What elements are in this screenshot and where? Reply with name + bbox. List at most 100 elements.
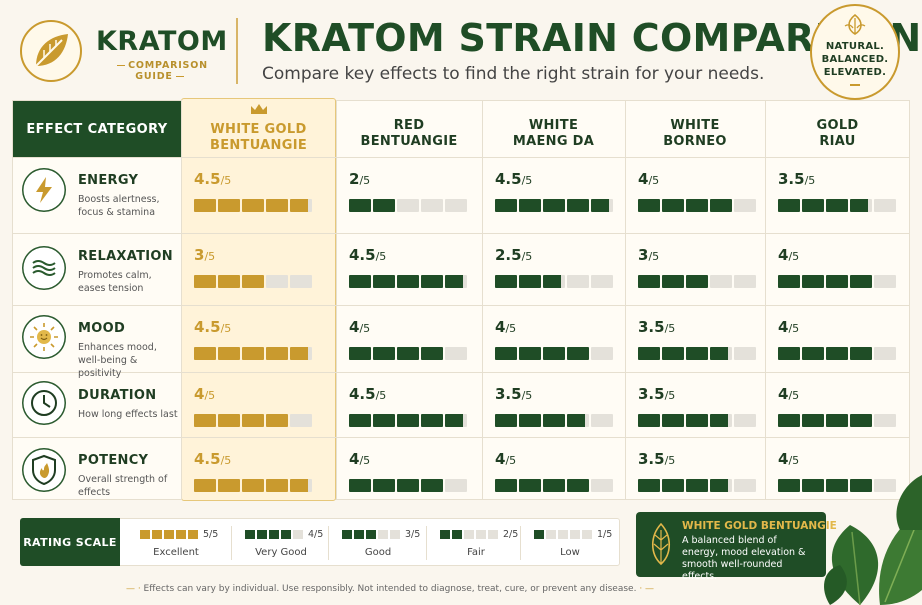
rating-segment bbox=[266, 414, 288, 427]
rating-segment bbox=[495, 199, 517, 212]
lightning-icon bbox=[22, 168, 66, 212]
disclaimer: — · Effects can vary by individual. Use … bbox=[125, 584, 655, 594]
rating-segment bbox=[850, 347, 872, 360]
rating-segment bbox=[874, 479, 896, 492]
score-denominator: /5 bbox=[804, 174, 816, 187]
score-number: 3.5 bbox=[778, 170, 805, 188]
comparison-table bbox=[12, 100, 910, 500]
rating-segment bbox=[194, 347, 216, 360]
score-number: 3.5 bbox=[638, 450, 665, 468]
rating-bar bbox=[194, 347, 312, 360]
legend-bar bbox=[534, 530, 592, 539]
rating-segment bbox=[421, 275, 443, 288]
rating-segment bbox=[710, 199, 732, 212]
rating-segment bbox=[874, 275, 896, 288]
score-denominator: /5 bbox=[220, 322, 232, 335]
legend-bar bbox=[342, 530, 400, 539]
score-value: 4/5 bbox=[778, 385, 799, 403]
sun-smile-icon bbox=[22, 315, 66, 359]
score-denominator: /5 bbox=[220, 174, 232, 187]
legend-square bbox=[293, 530, 303, 539]
rating-segment bbox=[194, 199, 216, 212]
rating-segment bbox=[495, 479, 517, 492]
rating-bar bbox=[194, 275, 312, 288]
rating-segment bbox=[495, 347, 517, 360]
rating-segment bbox=[734, 479, 756, 492]
rating-bar bbox=[194, 414, 312, 427]
logo-subtitle: COMPARISON GUIDE bbox=[96, 60, 226, 82]
column-header-line: WHITE bbox=[670, 118, 720, 133]
rating-bar bbox=[349, 199, 467, 212]
legend-square bbox=[452, 530, 462, 539]
flame-shield-icon bbox=[22, 448, 66, 492]
rating-segment bbox=[734, 199, 756, 212]
rating-bar bbox=[349, 414, 467, 427]
rating-segment bbox=[710, 347, 732, 360]
column-header-0: WHITE GOLD BENTUANGIE bbox=[181, 122, 336, 154]
legend-value: 1/5 bbox=[597, 529, 613, 540]
score-denominator: /5 bbox=[204, 250, 216, 263]
rating-segment bbox=[850, 414, 872, 427]
column-header-line: BENTUANGIE bbox=[360, 134, 458, 149]
score-number: 4 bbox=[778, 318, 789, 336]
waves-icon bbox=[22, 246, 66, 290]
rating-segment bbox=[495, 275, 517, 288]
legend-separator bbox=[231, 526, 232, 560]
rating-bar bbox=[349, 275, 467, 288]
rating-segment bbox=[218, 199, 240, 212]
score-value: 4/5 bbox=[778, 318, 799, 336]
rating-segment bbox=[686, 275, 708, 288]
legend-square bbox=[245, 530, 255, 539]
rating-segment bbox=[567, 199, 589, 212]
badge-ornament bbox=[850, 84, 860, 86]
rating-segment bbox=[638, 479, 660, 492]
score-value: 3/5 bbox=[194, 246, 215, 264]
column-header-line: BENTUANGIE bbox=[209, 138, 308, 153]
legend-square bbox=[257, 530, 267, 539]
featured-column-highlight bbox=[181, 98, 336, 501]
column-header-2: WHITE MAENG DA bbox=[482, 118, 625, 150]
rating-bar bbox=[495, 347, 613, 360]
rating-segment bbox=[686, 347, 708, 360]
decorative-leaves bbox=[824, 475, 922, 605]
rating-bar bbox=[778, 199, 896, 212]
rating-segment bbox=[686, 414, 708, 427]
legend-name: Fair bbox=[467, 547, 485, 558]
score-denominator: /5 bbox=[521, 389, 533, 402]
legend-square bbox=[269, 530, 279, 539]
badge-line-2: BALANCED. bbox=[821, 54, 889, 65]
rating-segment bbox=[194, 414, 216, 427]
column-header-line: RIAU bbox=[819, 134, 856, 149]
rating-segment bbox=[421, 479, 443, 492]
rating-segment bbox=[826, 199, 848, 212]
rating-segment bbox=[591, 199, 613, 212]
column-divider bbox=[336, 100, 337, 500]
rating-segment bbox=[495, 414, 517, 427]
rating-segment bbox=[397, 347, 419, 360]
rating-segment bbox=[397, 199, 419, 212]
score-denominator: /5 bbox=[648, 174, 660, 187]
score-denominator: /5 bbox=[220, 454, 232, 467]
rating-segment bbox=[397, 414, 419, 427]
category-description: Enhances mood, well-being & positivity bbox=[78, 342, 157, 379]
rating-segment bbox=[349, 347, 371, 360]
legend-square bbox=[342, 530, 352, 539]
rating-segment bbox=[421, 199, 443, 212]
score-value: 3.5/5 bbox=[495, 385, 532, 403]
rating-segment bbox=[266, 347, 288, 360]
score-value: 4/5 bbox=[194, 385, 215, 403]
score-number: 4 bbox=[495, 450, 506, 468]
rating-bar bbox=[349, 479, 467, 492]
score-number: 4.5 bbox=[194, 450, 221, 468]
score-number: 2.5 bbox=[495, 246, 522, 264]
rating-segment bbox=[543, 347, 565, 360]
rating-segment bbox=[266, 275, 288, 288]
logo-leaf-icon bbox=[20, 20, 82, 82]
score-value: 4.5/5 bbox=[349, 246, 386, 264]
rating-segment bbox=[242, 199, 264, 212]
row-divider bbox=[12, 233, 910, 234]
rating-segment bbox=[543, 479, 565, 492]
category-name: POTENCY bbox=[78, 453, 149, 468]
legend-value: 4/5 bbox=[308, 529, 324, 540]
rating-segment bbox=[266, 199, 288, 212]
